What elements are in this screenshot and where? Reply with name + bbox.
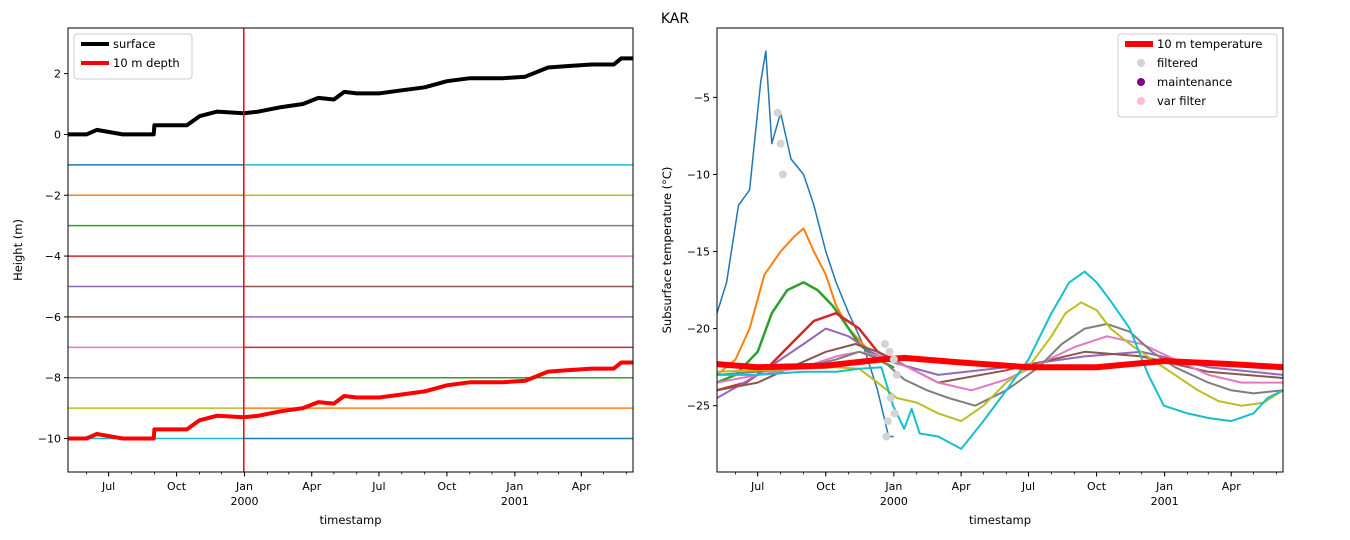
x-tick-label: Jan: [884, 480, 902, 493]
left-x-axis-label: timestamp: [319, 513, 381, 527]
right-legend: 10 m temperature filtered maintenance var f…: [1117, 33, 1278, 118]
series-line-sensor-11: [717, 354, 1283, 371]
filtered-point: [880, 340, 889, 349]
y-tick-label: −10: [38, 433, 61, 446]
filtered-point: [882, 432, 891, 441]
legend-box: [1117, 33, 1278, 118]
legend-marker: [1137, 59, 1145, 67]
legend-label: maintenance: [1157, 75, 1232, 89]
x-tick-year-label: 2000: [880, 495, 908, 508]
x-tick-label: Apr: [1222, 480, 1242, 493]
series-line-sensor-10: [717, 270, 1283, 450]
legend-label: surface: [113, 37, 156, 51]
x-tick-label: Jul: [371, 480, 385, 493]
y-tick-label: −10: [687, 168, 710, 181]
filtered-point: [892, 370, 901, 379]
x-tick-label: Apr: [302, 480, 322, 493]
filtered-point: [778, 170, 787, 179]
series-line-sensor-2: [717, 227, 895, 376]
right-axes-frame: [716, 27, 1284, 473]
left-y-axis-label: Height (m): [11, 219, 25, 281]
filtered-point: [773, 108, 782, 117]
series-line-sensor-9: [717, 301, 1283, 423]
left-axes-frame: [67, 27, 634, 473]
y-tick-label: 2: [54, 68, 61, 81]
x-tick-label: Jan: [505, 480, 523, 493]
filtered-point: [890, 409, 899, 418]
series-line-sensor-1: [717, 50, 894, 438]
y-tick-label: −25: [687, 400, 710, 413]
y-tick-label: −4: [45, 250, 61, 263]
y-tick-label: 0: [54, 128, 61, 141]
series-line-sensor-8: [717, 323, 1283, 407]
y-tick-label: −15: [687, 246, 710, 259]
legend-label: var filter: [1157, 94, 1206, 108]
series-line-10-m-depth: [68, 360, 633, 441]
x-tick-label: Oct: [437, 480, 457, 493]
filtered-point: [889, 355, 898, 364]
right-plot-area: [717, 50, 1283, 450]
series-line-surface: [68, 56, 633, 137]
x-tick-year-label: 2001: [1151, 495, 1179, 508]
legend-label: filtered: [1157, 56, 1198, 70]
filtered-point: [885, 347, 894, 356]
right-chart: −5 −10 −15 −20 −25 Jul Oct Jan 2000 Apr Jul Oct Jan 2…: [660, 27, 1284, 527]
right-y-axis-label: Subsurface temperature (°C): [660, 167, 674, 334]
y-tick-label: −8: [45, 372, 61, 385]
left-chart: 2 0 −2 −4 −6 −8 −10 Jul Oct Jan 2000 Apr Jul Oct Jan 20…: [11, 27, 634, 527]
y-tick-label: −6: [45, 311, 61, 324]
x-tick-label: Oct: [816, 480, 836, 493]
x-tick-label: Apr: [572, 480, 592, 493]
y-tick-label: −2: [45, 189, 61, 202]
figure-suptitle: KAR: [661, 11, 690, 27]
x-tick-label: Oct: [167, 480, 187, 493]
y-tick-label: −5: [694, 91, 710, 104]
left-legend: surface 10 m depth: [73, 33, 193, 80]
right-x-axis-label: timestamp: [969, 513, 1031, 527]
legend-label: 10 m depth: [113, 56, 180, 70]
x-tick-label: Jul: [750, 480, 764, 493]
x-tick-year-label: 2000: [231, 495, 259, 508]
x-tick-label: Jul: [101, 480, 115, 493]
x-tick-label: Apr: [952, 480, 972, 493]
legend-marker: [1137, 97, 1145, 105]
x-tick-year-label: 2001: [501, 495, 529, 508]
y-tick-label: −20: [687, 323, 710, 336]
x-tick-label: Jul: [1021, 480, 1035, 493]
x-tick-label: Jan: [1155, 480, 1173, 493]
legend-label: 10 m temperature: [1157, 37, 1262, 51]
x-tick-label: Jan: [235, 480, 253, 493]
filtered-point: [883, 417, 892, 426]
left-plot-area: [68, 28, 633, 472]
x-tick-label: Oct: [1087, 480, 1107, 493]
legend-marker: [1137, 78, 1145, 86]
filtered-point: [776, 139, 785, 148]
filtered-point: [886, 394, 895, 402]
